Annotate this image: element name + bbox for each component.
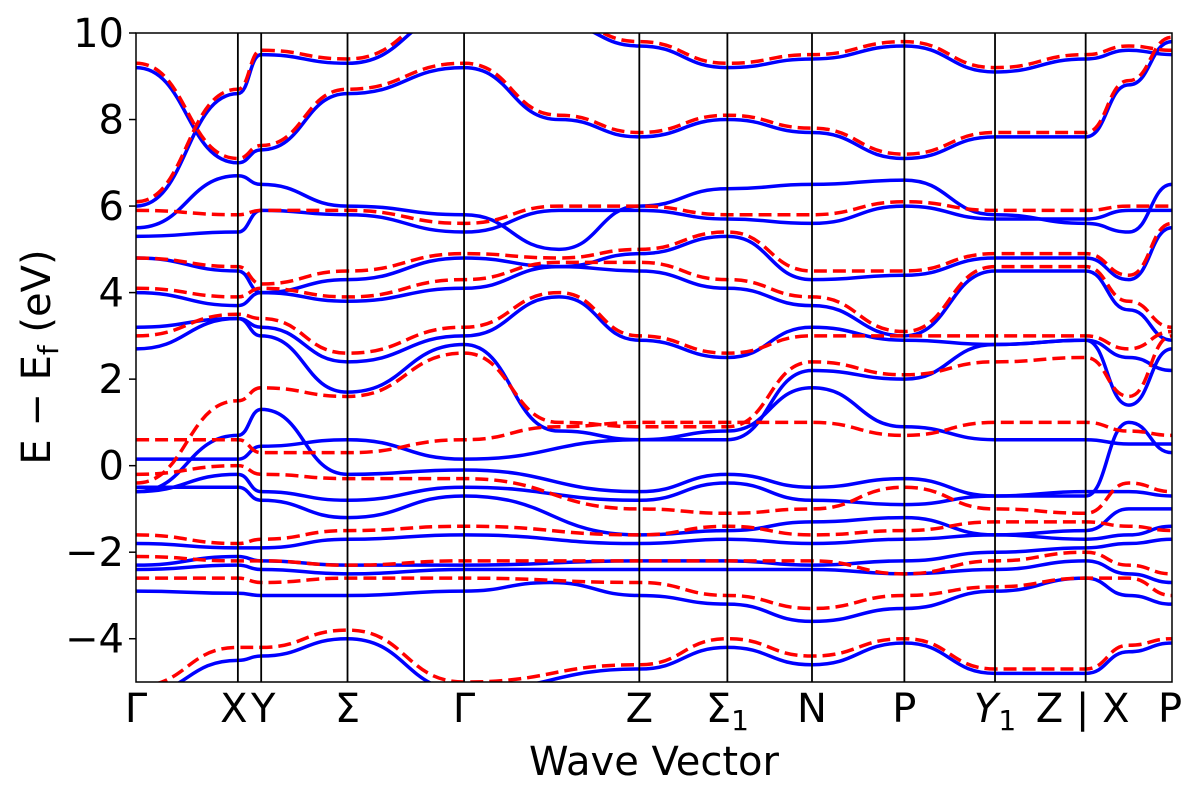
band-line-series2-2: [136, 576, 1172, 611]
y-tick-label: 2: [99, 357, 124, 403]
x-tick-label: Σ: [335, 686, 360, 732]
band-line-series1-3: [136, 559, 1172, 585]
x-tick-label: P: [1158, 686, 1182, 732]
x-axis-title: Wave Vector: [529, 739, 780, 785]
band-line-series2-10: [136, 221, 1172, 286]
band-line-series2-8: [136, 290, 1172, 355]
y-axis-ticks: −4 −2 0 2 4 6 8 10: [65, 11, 136, 663]
x-tick-label: P: [892, 686, 916, 732]
band-line-series2-7: [136, 334, 1172, 485]
y-axis-title-main: E − E: [14, 355, 60, 465]
band-line-series1-12: [136, 264, 1172, 342]
y-tick-label: −4: [65, 617, 124, 663]
y-tick-label: 6: [99, 184, 124, 230]
y-tick-label: 10: [73, 11, 124, 57]
band-line-series2-3: [136, 550, 1172, 576]
band-line-series1-17: [136, 33, 1172, 208]
x-tick-label: Z: [626, 686, 653, 732]
x-tick-label: N: [797, 686, 827, 732]
band-line-series2-1: [156, 628, 1172, 682]
plot-frame: [135, 32, 1173, 683]
band-line-series1-6: [136, 485, 1172, 537]
y-axis-title-unit: (eV): [14, 249, 60, 345]
y-tick-label: 8: [99, 98, 124, 144]
x-tick-label: Y: [250, 686, 276, 732]
x-tick-label: X: [220, 686, 247, 732]
band-line-series1-13: [136, 225, 1172, 295]
band-line-series1-1: [177, 636, 1172, 682]
band-line-series2-5: [136, 463, 1172, 516]
band-line-series1-9: [136, 407, 1172, 498]
band-line-series2-11: [136, 199, 1172, 226]
y-tick-label: 0: [99, 444, 124, 490]
band-line-series1-7: [136, 472, 1172, 507]
bands-layer: [136, 33, 1172, 682]
y-tick-label: 4: [99, 271, 124, 317]
band-line-series2-6: [136, 420, 1172, 455]
y-tick-label: −2: [65, 530, 124, 576]
x-tick-label: Σ1: [706, 686, 749, 737]
y-axis-title: E − Ef (eV): [14, 249, 65, 464]
band-line-series2-13: [136, 33, 1172, 204]
band-line-series2-9: [136, 260, 1172, 334]
band-line-series1-11: [136, 295, 1172, 373]
band-line-series1-8: [136, 386, 1172, 461]
x-tick-label: Γ: [125, 686, 148, 732]
x-tick-label: Z | X: [1036, 686, 1130, 732]
band-line-series2-12: [136, 35, 1172, 161]
x-tick-label: Γ: [453, 686, 476, 732]
y-axis-title-sub: f: [32, 344, 65, 355]
band-line-series1-2: [136, 576, 1172, 624]
band-line-series1-16: [136, 39, 1172, 165]
x-tick-label: Y1: [974, 686, 1016, 737]
k-point-lines: [236, 33, 1087, 682]
x-axis-ticks: Γ X Y Σ Γ Z Σ1 N P Y1 Z | X P: [125, 686, 1182, 737]
